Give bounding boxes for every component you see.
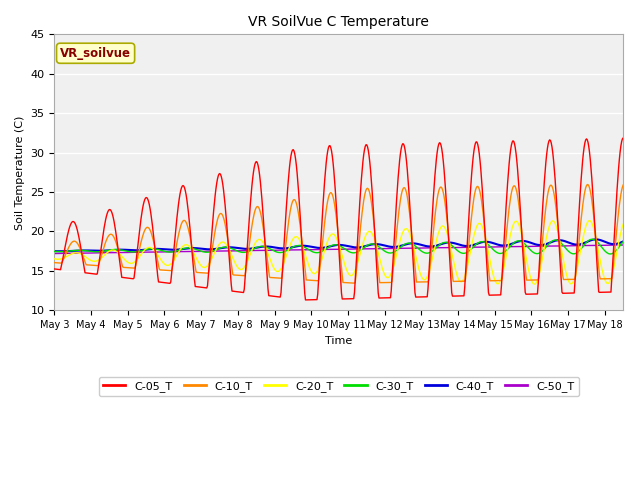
Line: C-20_T: C-20_T xyxy=(54,221,623,284)
C-40_T xyxy=(51,248,58,254)
C-10_T xyxy=(584,182,592,188)
C-20_T xyxy=(315,266,323,272)
C-30_T xyxy=(293,243,301,249)
C-40_T xyxy=(473,241,481,247)
C-40_T xyxy=(592,237,600,242)
C-40_T xyxy=(58,248,65,254)
C-05_T xyxy=(620,135,627,141)
C-30_T xyxy=(472,241,480,247)
C-20_T xyxy=(531,281,538,287)
C-50_T xyxy=(620,242,627,248)
Line: C-30_T: C-30_T xyxy=(54,239,623,254)
C-05_T xyxy=(460,293,467,299)
C-50_T xyxy=(315,247,323,252)
C-05_T xyxy=(51,266,58,272)
C-10_T xyxy=(460,278,467,284)
C-50_T xyxy=(293,247,301,253)
Text: VR_soilvue: VR_soilvue xyxy=(60,47,131,60)
Legend: C-05_T, C-10_T, C-20_T, C-30_T, C-40_T, C-50_T: C-05_T, C-10_T, C-20_T, C-30_T, C-40_T, … xyxy=(99,377,579,396)
C-10_T xyxy=(473,184,481,190)
Y-axis label: Soil Temperature (C): Soil Temperature (C) xyxy=(15,115,25,229)
C-30_T xyxy=(459,251,467,256)
C-10_T xyxy=(349,280,356,286)
C-10_T xyxy=(620,182,627,188)
C-40_T xyxy=(460,243,467,249)
Line: C-40_T: C-40_T xyxy=(54,240,623,251)
C-40_T xyxy=(294,243,301,249)
C-05_T xyxy=(473,139,481,145)
C-30_T xyxy=(51,249,58,254)
C-40_T xyxy=(53,248,61,254)
C-05_T xyxy=(301,297,309,303)
C-40_T xyxy=(620,239,627,244)
C-20_T xyxy=(53,256,61,262)
Title: VR SoilVue C Temperature: VR SoilVue C Temperature xyxy=(248,15,429,29)
C-20_T xyxy=(459,278,467,284)
C-50_T xyxy=(472,244,480,250)
C-50_T xyxy=(53,251,61,256)
C-05_T xyxy=(130,275,138,281)
Line: C-05_T: C-05_T xyxy=(54,138,623,300)
C-40_T xyxy=(316,245,323,251)
C-30_T xyxy=(588,236,596,242)
C-10_T xyxy=(53,260,61,265)
C-20_T xyxy=(620,221,627,227)
Line: C-10_T: C-10_T xyxy=(54,185,623,283)
Line: C-50_T: C-50_T xyxy=(54,245,623,253)
C-30_T xyxy=(130,249,138,255)
C-10_T xyxy=(130,265,138,271)
C-05_T xyxy=(316,266,323,272)
C-40_T xyxy=(131,247,139,253)
C-20_T xyxy=(472,225,480,230)
C-30_T xyxy=(315,250,323,255)
C-20_T xyxy=(51,256,58,262)
C-05_T xyxy=(53,266,61,272)
C-30_T xyxy=(53,249,61,254)
C-20_T xyxy=(586,218,593,224)
C-30_T xyxy=(620,239,627,245)
X-axis label: Time: Time xyxy=(325,336,353,346)
C-20_T xyxy=(130,260,138,265)
C-10_T xyxy=(293,203,301,209)
C-20_T xyxy=(293,234,301,240)
C-50_T xyxy=(51,251,58,256)
C-50_T xyxy=(459,244,467,250)
C-10_T xyxy=(315,278,323,284)
C-10_T xyxy=(51,260,58,265)
C-05_T xyxy=(293,170,301,176)
C-30_T xyxy=(606,251,614,257)
C-50_T xyxy=(130,250,138,255)
